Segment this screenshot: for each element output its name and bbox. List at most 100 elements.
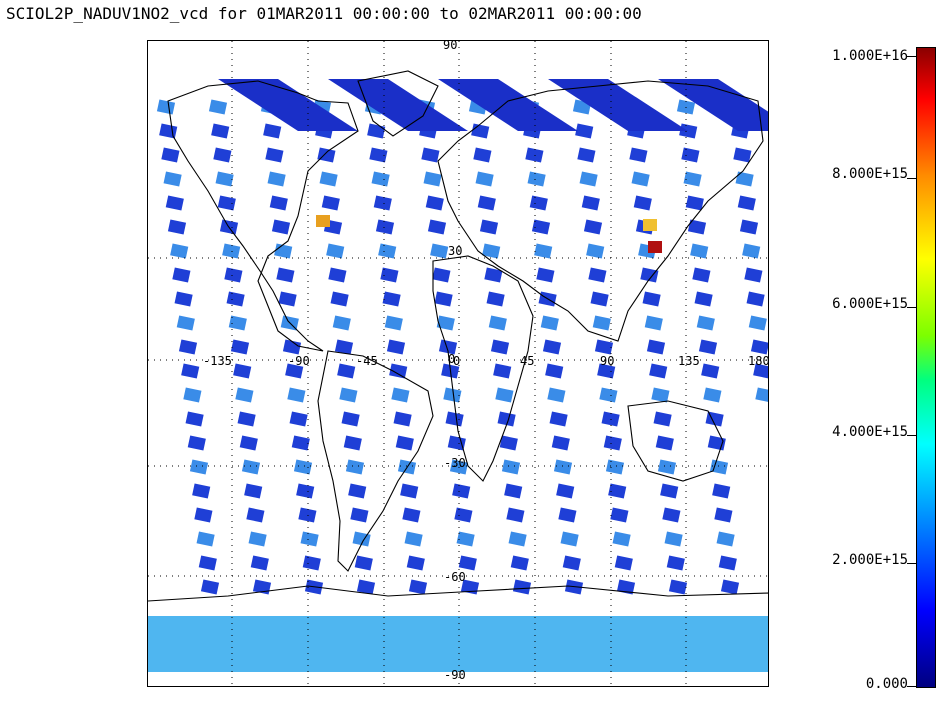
swath-pixel: [510, 555, 529, 571]
swath-pixel: [402, 507, 421, 523]
swath-pixel: [400, 483, 419, 499]
swath-pixel: [549, 411, 568, 427]
swath-pixel: [755, 387, 768, 403]
colorbar-label: 8.000E+15: [832, 166, 908, 182]
swath-pixel: [651, 387, 670, 403]
swath-pixel: [382, 291, 401, 307]
swath-pixel: [581, 195, 600, 211]
swath-pixel: [198, 555, 217, 571]
swath-pixel: [345, 459, 365, 475]
swath-pixel: [233, 363, 252, 379]
swath-pixel: [196, 531, 215, 547]
swath-pixel: [709, 459, 729, 475]
lon-label-45: 45: [520, 354, 534, 368]
swath-pixel: [712, 483, 731, 499]
swath-pixel: [445, 411, 464, 427]
swath-pixel: [692, 267, 711, 283]
swath-pixel: [408, 579, 428, 595]
swath-pixel: [646, 339, 666, 355]
swath-pixel: [339, 387, 358, 403]
swath-pixel: [298, 507, 317, 523]
swath-pixel: [404, 531, 423, 547]
swath-pixel: [599, 387, 618, 403]
lat-label-0: 0: [448, 352, 455, 366]
swath-pixel: [192, 483, 211, 499]
swath-pixel: [181, 363, 200, 379]
swath-pixel: [269, 195, 288, 211]
swath-pixel: [733, 147, 752, 163]
swath-pixel: [343, 435, 362, 451]
swath-pixel: [718, 555, 737, 571]
lon-label-0: 0: [453, 354, 460, 368]
satellite-swaths: [156, 79, 768, 595]
swath-pixel: [386, 339, 406, 355]
swath-pixel: [484, 267, 503, 283]
swath-pixel: [590, 291, 609, 307]
swath-pixel: [248, 531, 267, 547]
swath-pixel: [373, 195, 392, 211]
swath-pixel: [707, 435, 726, 451]
swath-pixel: [434, 291, 453, 307]
colorbar-tick: [907, 686, 916, 687]
swath-pixel: [427, 219, 447, 235]
swath-pixel: [425, 195, 444, 211]
swath-pixel: [328, 267, 347, 283]
swath-pixel: [384, 315, 403, 331]
swath-pixel: [265, 147, 284, 163]
swath-pixel: [696, 315, 715, 331]
swath-pixel: [432, 267, 451, 283]
hotspot-pixel: [648, 241, 662, 253]
swath-pixel: [447, 435, 466, 451]
swath-pixel: [560, 531, 579, 547]
swath-pixel: [495, 387, 514, 403]
swath-pixel: [750, 339, 768, 355]
hotspot-pixel: [643, 219, 657, 231]
swath-pixel: [536, 267, 555, 283]
swath-pixel: [167, 219, 187, 235]
swath-pixel: [583, 219, 603, 235]
swath-pixel: [163, 171, 182, 187]
swath-pixel: [189, 459, 209, 475]
swath-pixel: [685, 195, 704, 211]
swath-pixel: [436, 315, 455, 331]
swath-pixel: [525, 147, 544, 163]
swath-pixel: [161, 147, 180, 163]
lat-label-30: 30: [448, 244, 462, 258]
swath-pixel: [369, 147, 388, 163]
swath-pixel: [694, 291, 713, 307]
swath-pixel: [737, 195, 756, 211]
swath-pixel: [477, 195, 496, 211]
colorbar-label: 2.000E+15: [832, 552, 908, 568]
swath-pixel: [488, 315, 507, 331]
swath-pixel: [608, 483, 627, 499]
swath-pixel: [406, 555, 425, 571]
swath-pixel: [443, 387, 462, 403]
swath-pixel: [226, 291, 245, 307]
swath-pixel: [165, 195, 184, 211]
swath-pixel: [215, 171, 234, 187]
swath-pixel: [278, 291, 297, 307]
swath-pixel: [156, 99, 176, 115]
swath-pixel: [748, 315, 767, 331]
swath-pixel: [239, 435, 258, 451]
swath-pixel: [662, 507, 681, 523]
swath-pixel: [714, 507, 733, 523]
colorbar-tick: [907, 563, 916, 564]
swath-pixel: [267, 171, 286, 187]
swath-pixel: [321, 195, 340, 211]
swath-pixel: [612, 531, 631, 547]
swath-pixel: [605, 459, 625, 475]
lat-label-neg30: -30: [444, 456, 466, 470]
swath-pixel: [553, 459, 573, 475]
swath-pixel: [317, 147, 336, 163]
south-polar-band: [148, 616, 768, 672]
swath-pixel: [482, 243, 501, 259]
swath-pixel: [548, 79, 688, 131]
swath-pixel: [228, 315, 247, 331]
swath-pixel: [658, 79, 768, 131]
swath-pixel: [391, 387, 410, 403]
colorbar-tick: [907, 56, 916, 57]
map-panel: 90 30 0 -30 -60 -90 -135 -90 -45 0 45 90…: [147, 40, 769, 687]
colorbar-label: 4.000E+15: [832, 424, 908, 440]
swath-pixel: [475, 171, 494, 187]
